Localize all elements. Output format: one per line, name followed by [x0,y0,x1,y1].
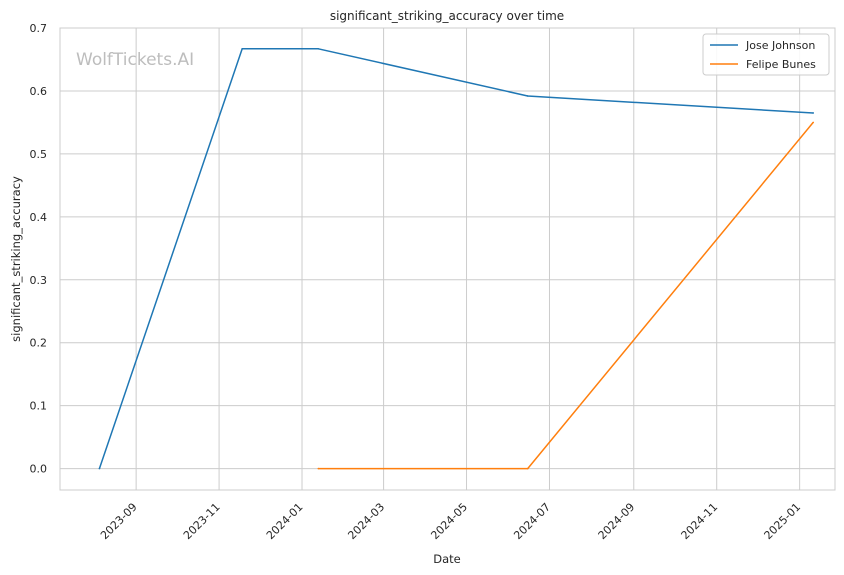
y-tick-label: 0.3 [30,274,48,287]
y-tick-label: 0.5 [30,148,48,161]
y-tick-labels: 0.0 0.1 0.2 0.3 0.4 0.5 0.6 0.7 [30,22,48,476]
series-lines [98,47,815,470]
legend-label-felipe-bunes: Felipe Bunes [746,58,816,71]
chart-title: significant_striking_accuracy over time [330,9,564,23]
y-tick-label: 0.4 [30,211,48,224]
y-tick-label: 0.0 [30,463,48,476]
watermark: WolfTickets.AI [76,50,194,70]
data-point-jose-johnson [241,47,243,50]
data-point-felipe-bunes [526,467,529,470]
y-axis-label: significant_striking_accuracy [9,176,23,342]
x-axis-label: Date [433,552,461,566]
data-point-felipe-bunes [317,467,320,470]
legend-label-jose-johnson: Jose Johnson [745,39,815,52]
y-tick-label: 0.2 [30,337,48,350]
data-point-jose-johnson [812,112,815,114]
data-point-jose-johnson [526,95,529,97]
legend: Jose Johnson Felipe Bunes [702,33,830,76]
data-point-jose-johnson [98,467,101,470]
plot-frame [59,27,836,491]
y-tick-label: 0.6 [30,85,48,98]
data-point-jose-johnson [317,47,320,50]
y-tick-label: 0.1 [30,400,48,413]
y-tick-label: 0.7 [30,22,48,35]
data-point-felipe-bunes [812,121,815,124]
